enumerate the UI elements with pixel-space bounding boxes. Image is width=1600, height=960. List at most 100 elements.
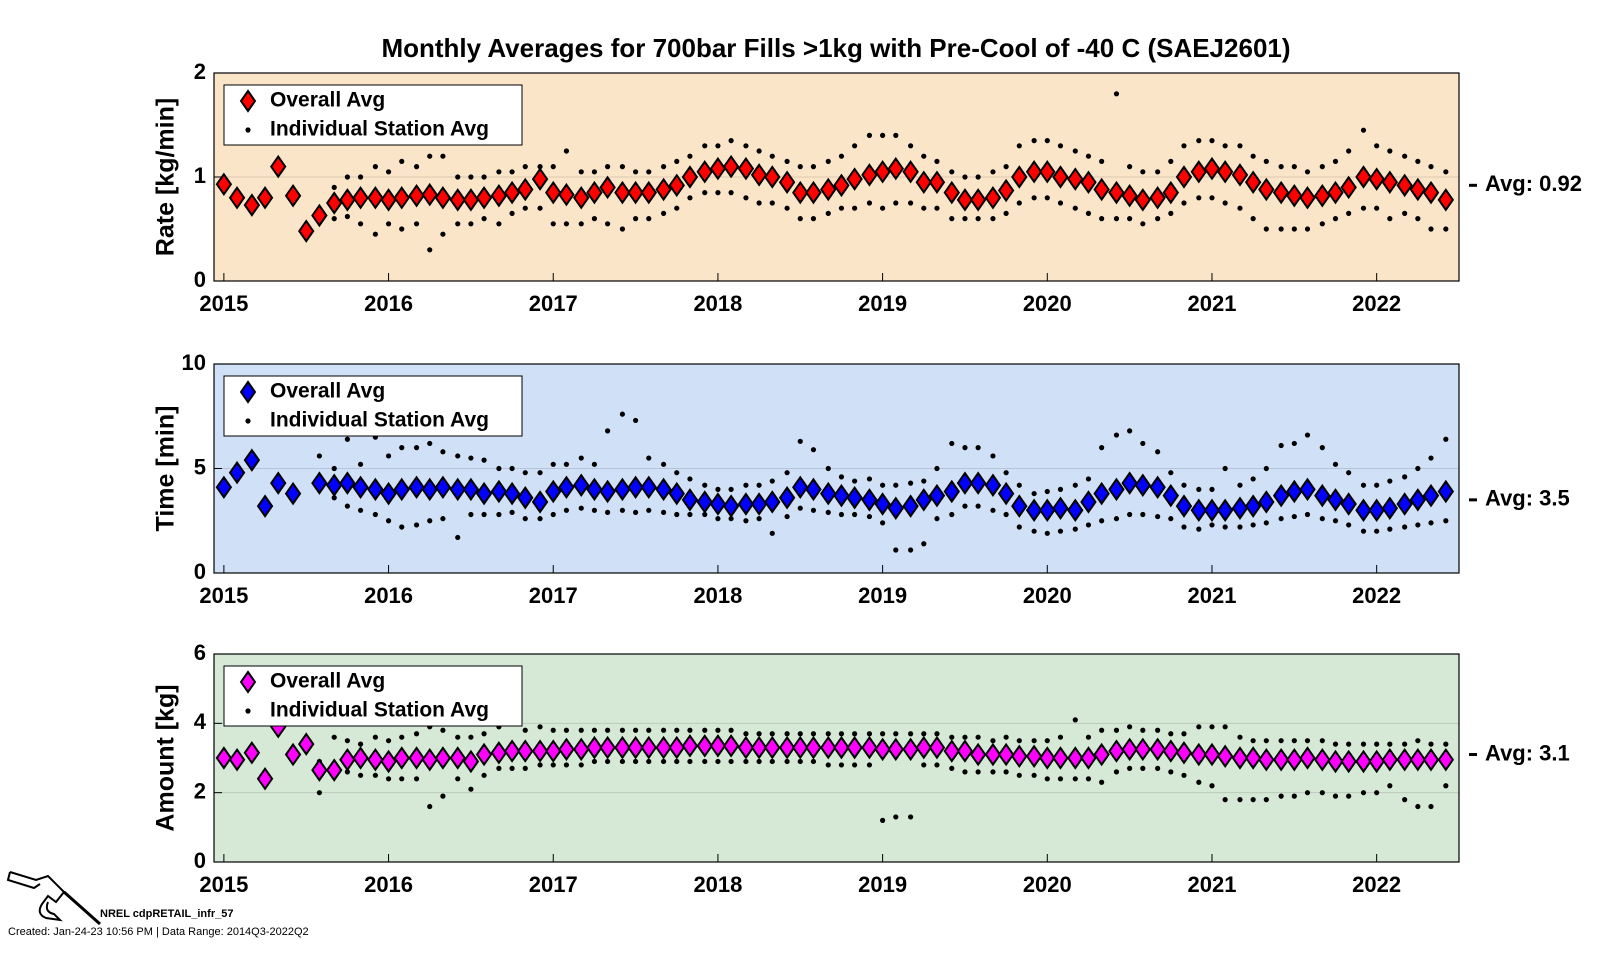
- station-dot: [1237, 524, 1243, 530]
- avg-diamond: [1396, 492, 1413, 516]
- y-tick-label: 2: [194, 778, 206, 803]
- avg-diamond: [1314, 183, 1331, 208]
- avg-diamond: [1162, 180, 1180, 205]
- station-dot: [427, 803, 433, 810]
- station-dot: [1387, 148, 1393, 154]
- station-dot: [481, 772, 487, 778]
- station-dot: [1443, 169, 1449, 175]
- station-dot: [1263, 797, 1269, 803]
- station-dot: [1222, 797, 1228, 803]
- station-dot: [522, 205, 528, 211]
- avg-diamond: [228, 460, 246, 485]
- avg-diamond: [943, 180, 960, 205]
- station-dot: [990, 453, 996, 459]
- avg-diamond: [298, 219, 315, 243]
- station-dot: [1209, 522, 1215, 528]
- station-dot: [838, 153, 845, 159]
- station-dot: [921, 541, 927, 547]
- station-dot: [975, 503, 981, 509]
- avg-diamond: [1039, 160, 1056, 184]
- avg-diamond: [256, 494, 274, 518]
- station-dot: [1085, 153, 1092, 159]
- station-dot: [1099, 727, 1105, 733]
- station-dot: [1374, 790, 1380, 796]
- station-dot: [481, 216, 487, 222]
- station-dot: [522, 470, 528, 476]
- avg-diamond: [750, 492, 768, 516]
- station-dot: [619, 727, 626, 733]
- station-dot: [522, 765, 528, 772]
- avg-diamond: [861, 488, 878, 512]
- station-dot: [522, 516, 528, 522]
- station-dot: [537, 470, 543, 476]
- avg-diamond: [380, 481, 397, 506]
- station-dot: [893, 132, 899, 138]
- station-dot: [646, 455, 652, 461]
- station-dot: [440, 231, 446, 237]
- y-tick-label: 5: [194, 454, 206, 479]
- station-dot: [687, 195, 693, 201]
- station-dot: [455, 534, 461, 541]
- station-dot: [509, 169, 515, 175]
- station-dot: [893, 547, 899, 553]
- avg-diamond: [352, 186, 369, 210]
- station-dot: [385, 453, 392, 459]
- station-dot: [385, 738, 392, 744]
- station-dot: [852, 205, 858, 211]
- avg-diamond: [1355, 498, 1372, 523]
- station-dot: [481, 511, 487, 518]
- avg-diamond: [1093, 177, 1110, 202]
- avg-diamond: [1025, 498, 1043, 523]
- station-dot: [1428, 455, 1434, 461]
- x-tick-label: 2019: [858, 583, 907, 608]
- y-tick-label: 0: [194, 267, 206, 292]
- station-dot: [357, 174, 364, 180]
- avg-diamond: [352, 475, 369, 500]
- station-dot: [1374, 482, 1380, 488]
- station-dot: [619, 164, 626, 170]
- station-dot: [1140, 511, 1146, 518]
- station-dot: [550, 727, 556, 733]
- station-dot: [1402, 153, 1408, 159]
- avg-diamond: [627, 475, 644, 500]
- avg-diamond: [503, 481, 521, 506]
- avg-diamond: [490, 479, 508, 504]
- station-dot: [591, 169, 598, 175]
- station-dot: [632, 758, 639, 765]
- station-dot: [687, 511, 693, 518]
- station-dot: [344, 738, 350, 744]
- station-dot: [357, 507, 364, 513]
- station-dot: [344, 174, 350, 180]
- station-dot: [1237, 797, 1243, 803]
- avg-diamond: [737, 156, 755, 181]
- avg-diamond: [833, 735, 850, 760]
- station-dot: [537, 516, 543, 522]
- avg-diamond: [1299, 746, 1316, 770]
- avg-diamond: [462, 749, 480, 774]
- station-dot: [509, 509, 515, 515]
- station-dot: [962, 734, 968, 740]
- legend-dot: [245, 127, 251, 133]
- avg-diamond: [1409, 488, 1427, 512]
- station-dot: [1374, 528, 1380, 534]
- station-dot: [1415, 522, 1421, 528]
- station-dot: [1003, 164, 1009, 170]
- station-dot: [385, 221, 392, 227]
- station-dot: [743, 518, 749, 524]
- avg-diamond: [737, 492, 755, 516]
- station-dot: [674, 470, 680, 476]
- axes-frame: [213, 72, 1460, 282]
- station-dot: [1291, 513, 1297, 520]
- station-dot: [468, 221, 474, 227]
- station-dot: [1196, 195, 1202, 201]
- station-dot: [1209, 486, 1215, 492]
- station-dot: [880, 132, 886, 138]
- station-dot: [1140, 169, 1146, 175]
- station-dot: [674, 205, 680, 211]
- avg-diamond: [614, 735, 631, 760]
- avg-diamond: [434, 186, 452, 210]
- x-tick-label: 2019: [858, 291, 907, 316]
- station-dot: [331, 734, 337, 740]
- x-tick-label: 2022: [1352, 872, 1401, 897]
